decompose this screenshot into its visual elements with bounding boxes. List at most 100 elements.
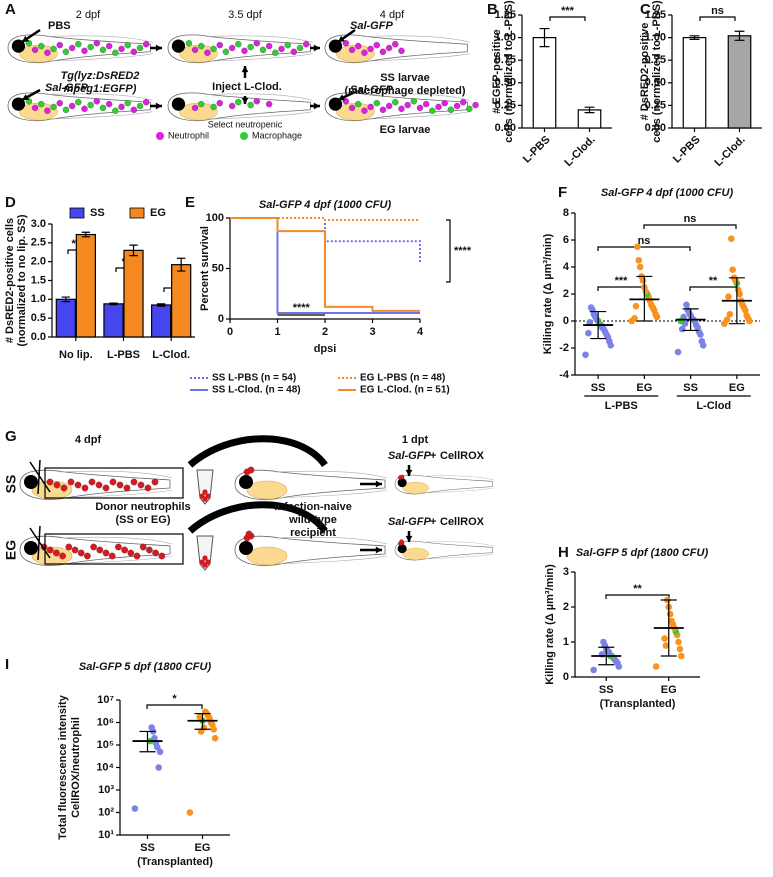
y-axis-label: Killing rate (Δ µm³/min) — [544, 564, 556, 685]
arrow-head — [22, 35, 29, 42]
chart-title: Sal-GFP 4 dpf (1000 CFU) — [259, 199, 392, 211]
cell — [253, 98, 261, 105]
cell — [385, 44, 393, 52]
eye — [171, 39, 186, 53]
error-bar — [539, 27, 550, 48]
data-point — [652, 663, 660, 670]
diagram-text: 4 dpf — [75, 434, 102, 446]
yolk — [246, 546, 288, 566]
legend-label: EG — [150, 207, 166, 219]
panel-label: D — [5, 194, 16, 211]
y-tick-label: 0.00 — [495, 122, 516, 134]
y-tick-label: 10⁴ — [96, 761, 114, 773]
cell — [416, 104, 424, 112]
cell — [38, 42, 45, 50]
cell — [136, 102, 144, 110]
data-point — [675, 638, 682, 646]
cell — [95, 481, 103, 489]
cell — [241, 47, 248, 55]
x-tick-label: No lip. — [59, 349, 93, 361]
larva — [394, 539, 494, 561]
diagram-text: recipient — [290, 527, 336, 539]
y-tick-label: 0.25 — [495, 99, 516, 111]
cell — [296, 44, 304, 52]
cell — [373, 41, 380, 49]
larva — [19, 535, 173, 566]
diagram-text: Infection-naive — [274, 501, 352, 513]
x-tick-label: L-Clod. — [712, 134, 747, 169]
annotation: ** — [709, 275, 718, 287]
data-point — [155, 764, 162, 771]
diagram-text: SS larvae — [380, 72, 430, 84]
error-bar — [734, 30, 745, 41]
x-tick-label: 1 — [274, 326, 280, 338]
chart-title: Sal-GFP 5 dpf (1800 CFU) — [576, 547, 709, 559]
larva-fin — [362, 93, 470, 120]
arrow-head — [375, 546, 382, 554]
larva-fin — [274, 470, 388, 499]
yolk — [31, 546, 73, 566]
y-tick-label: 0.0 — [31, 331, 46, 343]
cell — [130, 478, 138, 486]
y-tick-label: 3 — [563, 566, 569, 578]
cell — [31, 104, 39, 112]
diagram-text: Select neutropenic — [208, 119, 283, 129]
cell — [105, 100, 113, 108]
y-tick-label: 0.50 — [495, 77, 516, 89]
group-label: L-Clod — [696, 400, 731, 412]
cell — [50, 45, 57, 53]
survival-line — [230, 217, 420, 222]
cell — [355, 100, 362, 108]
cell — [88, 478, 96, 486]
cell — [112, 107, 119, 114]
y-tick-label: 6 — [563, 234, 569, 246]
y-tick-label: 0 — [563, 315, 569, 327]
error-bar — [109, 302, 118, 306]
arrow-head — [338, 35, 345, 42]
x-tick-label: SS — [591, 382, 606, 394]
data-point — [676, 645, 684, 653]
cell — [435, 103, 442, 111]
eye — [397, 544, 407, 554]
cell — [99, 46, 107, 54]
cell — [56, 41, 63, 49]
error-bar — [682, 308, 699, 332]
data-point — [632, 302, 640, 310]
significance-bracket — [549, 16, 586, 21]
data-point — [662, 642, 670, 649]
cell — [152, 549, 159, 557]
cell — [68, 44, 76, 52]
significance-bracket — [643, 224, 737, 229]
y-tick-label: -2 — [559, 342, 569, 354]
diagram-text: Sal-GFP — [388, 516, 431, 528]
diagram-text: Donor neutrophils — [95, 501, 190, 513]
cell — [123, 484, 131, 492]
panel-label: E — [185, 194, 195, 211]
diagram-text: Sal-GFP — [350, 84, 393, 96]
cell — [202, 489, 208, 495]
cell — [228, 102, 236, 110]
cell — [139, 543, 147, 551]
legend-label: SS L-Clod. (n = 48) — [212, 385, 301, 396]
cell — [272, 49, 279, 56]
cell — [265, 42, 273, 50]
diagram-text: Macrophage — [252, 130, 302, 140]
cell — [112, 49, 119, 56]
eye — [171, 97, 186, 111]
significance-bracket — [699, 16, 736, 21]
eye — [239, 541, 253, 555]
diagram-text: Inject L-Clod. — [212, 81, 282, 93]
cell — [109, 478, 117, 486]
y-tick-label: 0.50 — [645, 77, 666, 89]
x-tick-label: L-PBS — [107, 349, 140, 361]
arrow-head — [375, 480, 382, 488]
cell — [81, 47, 88, 55]
survival-line — [230, 217, 421, 264]
y-axis-label: # EGFP-positive — [491, 29, 503, 113]
y-tick-label: 100 — [206, 212, 224, 224]
eye — [11, 39, 26, 53]
data-point — [600, 638, 607, 646]
larva-fin — [205, 35, 313, 62]
error-bar — [139, 730, 156, 753]
y-tick-label: 0.00 — [645, 122, 666, 134]
